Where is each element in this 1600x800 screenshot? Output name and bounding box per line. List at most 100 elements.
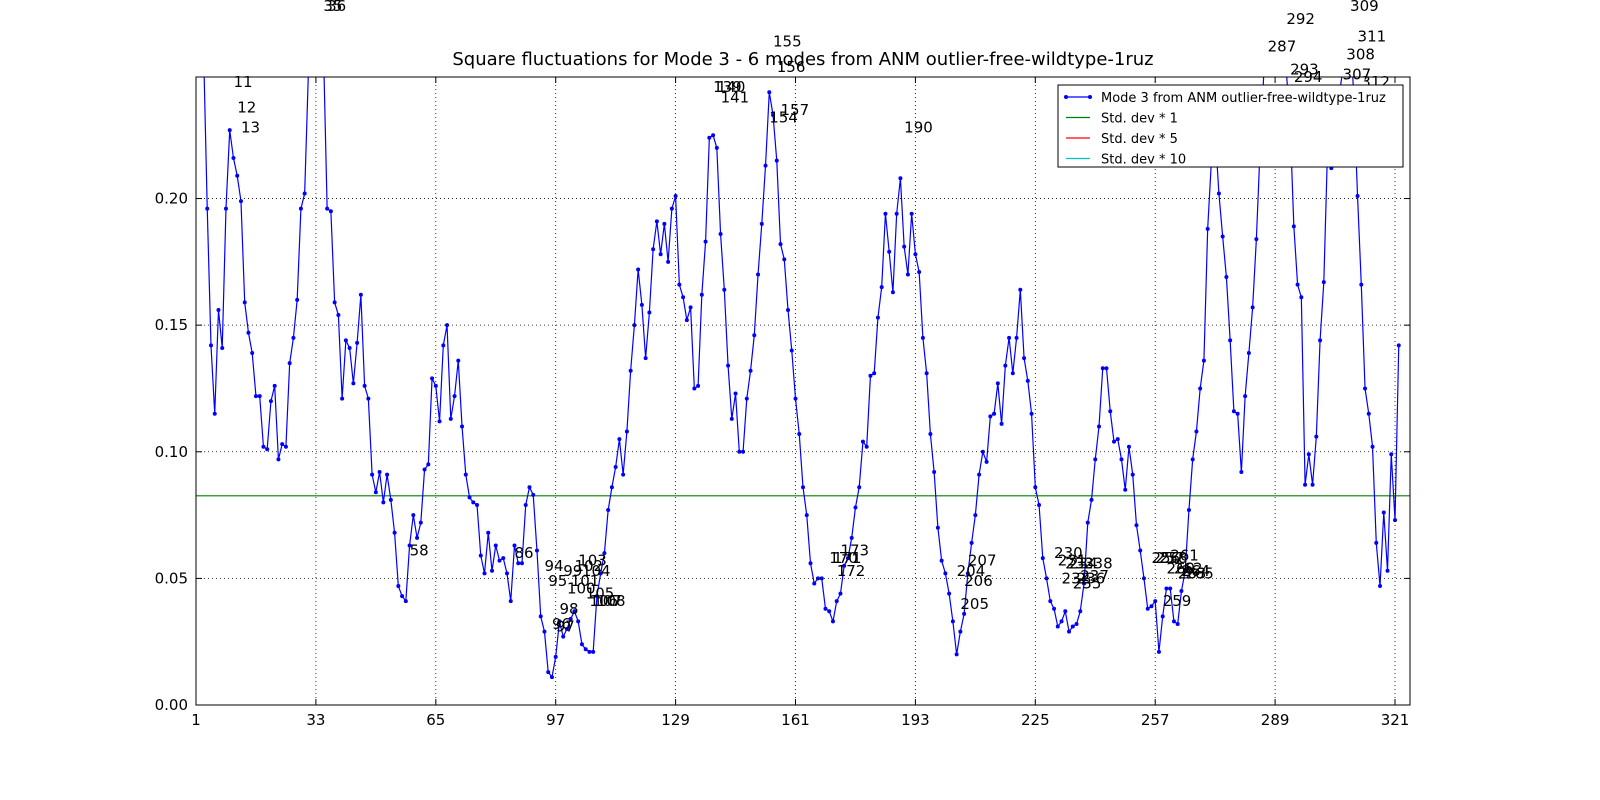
data-point	[849, 535, 854, 540]
data-point	[1393, 518, 1398, 523]
annotation: 308	[1346, 45, 1375, 63]
data-point	[377, 470, 382, 475]
annotation: 207	[968, 552, 997, 570]
data-point	[752, 333, 757, 338]
annotation: 231	[1058, 552, 1087, 570]
data-point	[1108, 409, 1113, 414]
data-point	[561, 634, 566, 639]
data-point	[223, 206, 228, 211]
data-point	[321, 45, 325, 49]
data-point	[512, 543, 517, 548]
data-point	[778, 242, 783, 247]
data-point	[744, 396, 749, 401]
data-point	[699, 292, 704, 297]
annotation: 204	[957, 562, 986, 580]
annotation: 11	[233, 73, 252, 91]
data-point	[430, 376, 435, 381]
data-point	[478, 553, 483, 558]
data-point	[1070, 624, 1075, 629]
data-point	[827, 609, 832, 614]
legend-label: Std. dev * 1	[1101, 112, 1178, 127]
data-point	[493, 543, 498, 548]
annotation: 141	[721, 88, 750, 106]
x-tick-label: 225	[1021, 711, 1050, 729]
data-point	[1097, 424, 1102, 429]
data-point	[1164, 586, 1169, 591]
data-point	[1048, 599, 1053, 604]
data-point	[741, 449, 746, 454]
annotation: 232	[1062, 569, 1091, 587]
data-point	[1201, 358, 1206, 363]
data-point	[684, 318, 689, 323]
annotation: 230	[1054, 544, 1083, 562]
data-point	[475, 502, 480, 507]
data-point	[471, 500, 476, 505]
data-point	[860, 439, 865, 444]
data-point	[370, 472, 375, 477]
data-point	[857, 485, 862, 490]
data-point	[737, 449, 742, 454]
annotation: 98	[559, 600, 578, 618]
data-point	[823, 606, 828, 611]
data-point	[463, 472, 468, 477]
data-point	[965, 571, 970, 576]
data-point	[257, 394, 262, 399]
data-point	[1378, 583, 1383, 588]
data-point	[1115, 437, 1120, 442]
data-point	[883, 211, 888, 216]
annotation: 257	[1155, 549, 1184, 567]
data-point	[407, 543, 412, 548]
data-point	[1063, 609, 1068, 614]
annotation: 293	[1290, 60, 1319, 78]
annotation: 35	[323, 0, 342, 15]
data-point	[935, 525, 940, 530]
x-tick-label: 193	[901, 711, 930, 729]
data-point	[1022, 356, 1027, 361]
data-point	[1014, 335, 1019, 340]
data-point	[343, 338, 348, 343]
data-point	[973, 513, 978, 518]
data-point	[801, 485, 805, 490]
data-point	[542, 629, 547, 634]
x-tick-label: 161	[781, 711, 810, 729]
data-point	[523, 502, 528, 507]
data-point	[887, 249, 892, 254]
data-point	[302, 191, 307, 196]
data-point	[504, 571, 509, 576]
data-point	[711, 133, 716, 138]
data-point	[1003, 363, 1008, 368]
data-point	[1025, 378, 1030, 383]
data-point	[804, 513, 809, 518]
data-point	[1149, 604, 1154, 609]
data-point	[1104, 366, 1109, 371]
annotation: 263	[1178, 564, 1207, 582]
data-point	[924, 371, 929, 376]
annotation: 261	[1170, 547, 1199, 565]
data-point	[325, 206, 330, 211]
annotation: 206	[964, 572, 993, 590]
data-point	[1396, 343, 1401, 348]
data-point	[1205, 226, 1210, 231]
annotation: 238	[1084, 554, 1113, 572]
data-point	[928, 432, 933, 437]
data-point	[490, 568, 495, 573]
annotation: 13	[241, 119, 260, 137]
data-point	[598, 571, 603, 576]
data-point	[1126, 444, 1131, 449]
annotation: 156	[777, 58, 806, 76]
annotation: 292	[1286, 10, 1315, 28]
y-tick-label: 0.05	[155, 569, 188, 587]
data-point	[939, 558, 944, 563]
data-point	[392, 530, 397, 535]
data-point	[853, 505, 858, 510]
data-point	[422, 467, 427, 472]
data-point	[913, 252, 918, 257]
annotation: 258	[1159, 549, 1188, 567]
data-point	[995, 381, 1000, 386]
data-point	[501, 556, 506, 561]
data-point	[1040, 556, 1045, 561]
data-point	[467, 495, 472, 500]
x-tick-label: 65	[426, 711, 445, 729]
data-point	[587, 649, 592, 654]
data-point	[235, 173, 240, 178]
